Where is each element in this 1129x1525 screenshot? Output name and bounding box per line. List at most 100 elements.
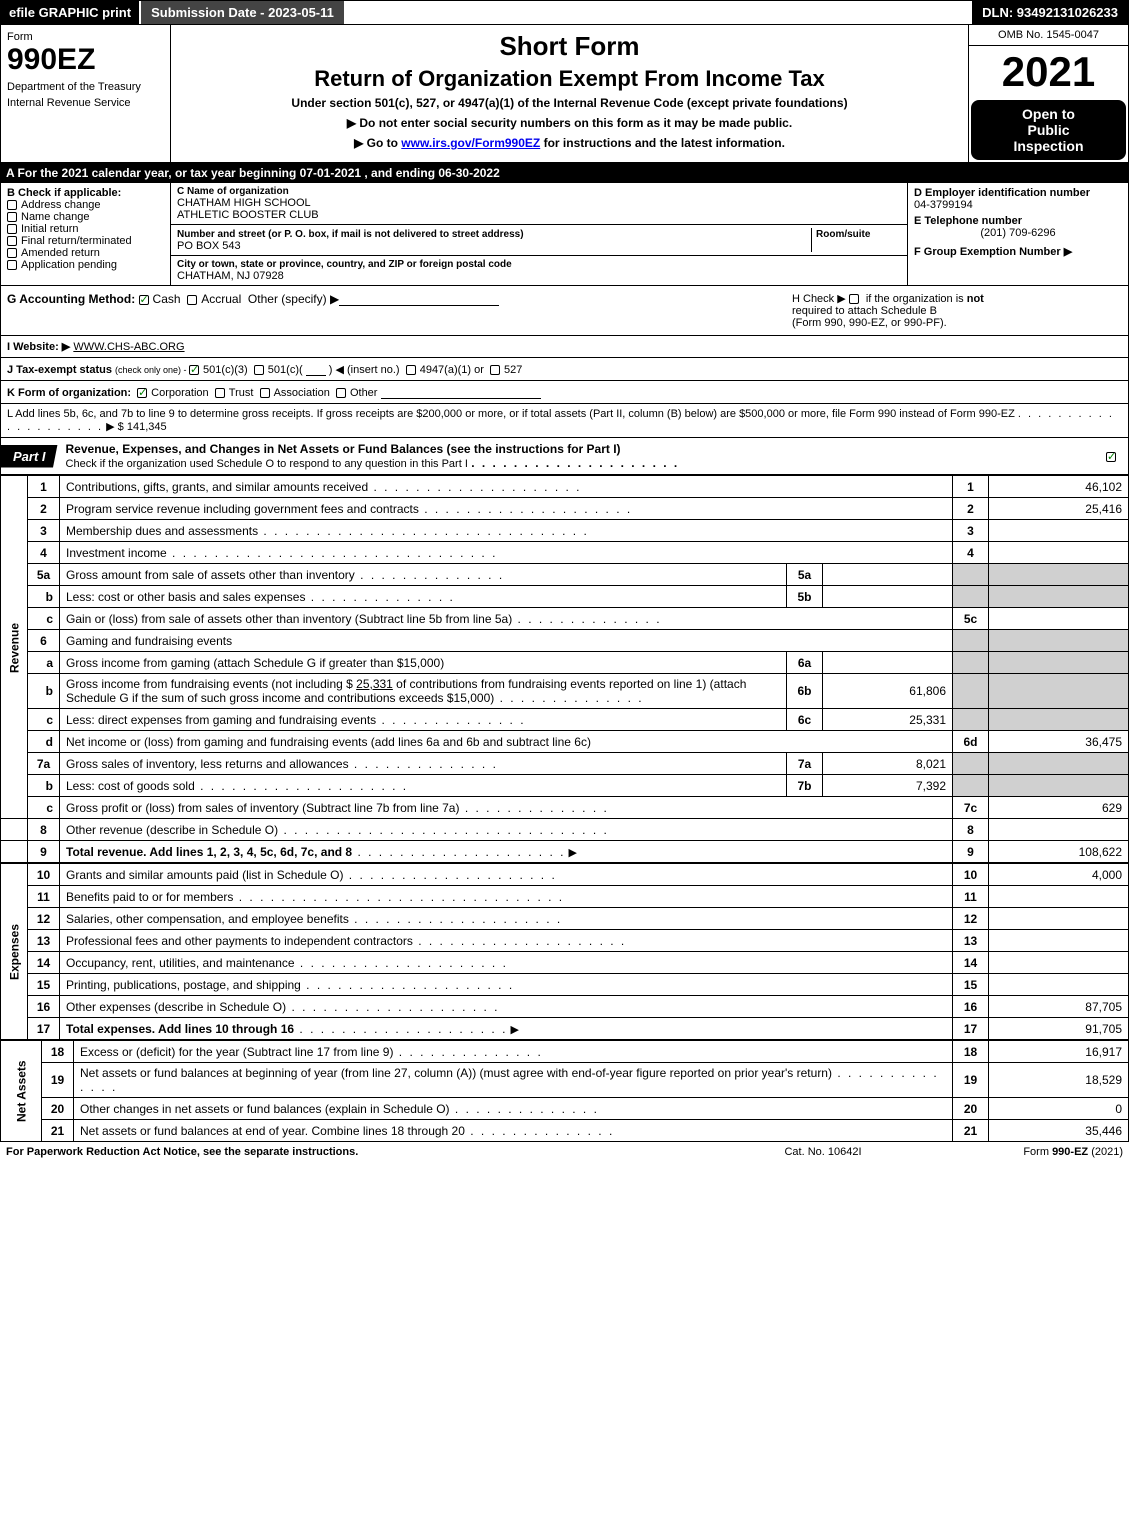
line-num: 16 [28,996,60,1018]
dept-treasury: Department of the Treasury [7,81,164,93]
line-12: 12 Salaries, other compensation, and emp… [1,908,1129,930]
omb-number: OMB No. 1545-0047 [969,25,1128,46]
part1-check [1098,445,1128,467]
line-7c: c Gross profit or (loss) from sales of i… [1,797,1129,819]
row-g: G Accounting Method: Cash Accrual Other … [7,292,792,329]
expenses-table: Expenses 10 Grants and similar amounts p… [0,863,1129,1040]
line-num: 3 [28,520,60,542]
line-num: 12 [28,908,60,930]
line-19: 19 Net assets or fund balances at beginn… [1,1063,1129,1098]
footer-center: Cat. No. 10642I [723,1146,923,1158]
row-i: I Website: ▶ WWW.CHS-ABC.ORG [0,336,1129,358]
g-other: Other (specify) ▶ [248,292,339,306]
part1-title: Revenue, Expenses, and Changes in Net As… [58,438,1098,474]
checkbox-icon[interactable] [7,200,17,210]
line-10: Expenses 10 Grants and similar amounts p… [1,864,1129,886]
line-desc: Other expenses (describe in Schedule O) [60,996,953,1018]
vlabel-expenses: Expenses [1,864,28,1040]
checkbox-accrual[interactable] [187,295,197,305]
line-5a: 5a Gross amount from sale of assets othe… [1,564,1129,586]
checkbox-h[interactable] [849,294,859,304]
checkbox-icon[interactable] [7,212,17,222]
j-501c-post: ) ◀ (insert no.) [326,364,400,376]
k-trust: Trust [229,387,254,399]
mid-value: 7,392 [823,775,953,797]
c-address: Number and street (or P. O. box, if mail… [171,225,907,256]
checkbox-schedule-o[interactable] [1106,452,1116,462]
box-b: B Check if applicable: Address change Na… [1,183,171,285]
line-desc: Less: cost of goods sold [60,775,787,797]
line-num: b [28,586,60,608]
line-box: 8 [953,819,989,841]
mid-value: 25,331 [823,709,953,731]
line-amt: 91,705 [989,1018,1129,1040]
g-other-field[interactable] [339,292,499,306]
line-1: Revenue 1 Contributions, gifts, grants, … [1,476,1129,498]
k-label: K Form of organization: [7,387,131,399]
checkbox-corp[interactable] [137,388,147,398]
checkbox-501c[interactable] [254,365,264,375]
line-7b: b Less: cost of goods sold 7b 7,392 [1,775,1129,797]
line-amt: 46,102 [989,476,1129,498]
chk-label: Initial return [21,223,78,235]
line-7a: 7a Gross sales of inventory, less return… [1,753,1129,775]
mid-label: 7b [787,775,823,797]
ein-label: D Employer identification number [914,187,1122,199]
line-6d: d Net income or (loss) from gaming and f… [1,731,1129,753]
line-5c: c Gain or (loss) from sale of assets oth… [1,608,1129,630]
checkbox-icon[interactable] [7,260,17,270]
part1-header: Part I Revenue, Expenses, and Changes in… [0,438,1129,475]
line-box: 21 [953,1120,989,1142]
checkbox-cash[interactable] [139,295,149,305]
line-14: 14 Occupancy, rent, utilities, and maint… [1,952,1129,974]
checkbox-trust[interactable] [215,388,225,398]
checkbox-501c3[interactable] [189,365,199,375]
open-line1: Open to [977,106,1120,122]
line-box: 4 [953,542,989,564]
checkbox-icon[interactable] [7,236,17,246]
h-line2: required to attach Schedule B [792,305,1122,317]
checkbox-icon[interactable] [7,224,17,234]
line-amt: 16,917 [989,1041,1129,1063]
irs-link[interactable]: www.irs.gov/Form990EZ [401,136,540,150]
line-8: 8 Other revenue (describe in Schedule O)… [1,819,1129,841]
line-box: 1 [953,476,989,498]
box-c: C Name of organization CHATHAM HIGH SCHO… [171,183,908,285]
checkbox-assoc[interactable] [260,388,270,398]
checkbox-other[interactable] [336,388,346,398]
line-6: 6 Gaming and fundraising events [1,630,1129,652]
grey-cell [989,674,1129,709]
grey-cell [953,674,989,709]
chk-label: Final return/terminated [21,235,132,247]
h-line3: (Form 990, 990-EZ, or 990-PF). [792,317,1122,329]
line-num: 13 [28,930,60,952]
line-desc: Gaming and fundraising events [60,630,953,652]
checkbox-527[interactable] [490,365,500,375]
grey-cell [953,753,989,775]
chk-final-return: Final return/terminated [7,235,164,247]
room-suite-label: Room/suite [816,229,870,240]
line-amt: 629 [989,797,1129,819]
website-value[interactable]: WWW.CHS-ABC.ORG [73,341,184,353]
spacer [1,841,28,863]
grey-cell [989,564,1129,586]
tel-label: E Telephone number [914,215,1122,227]
line-num: 2 [28,498,60,520]
line-amt [989,520,1129,542]
k-other-field[interactable] [381,385,541,399]
line-num: 9 [28,841,60,863]
j-501c-insert[interactable] [306,362,326,376]
line-num: 6 [28,630,60,652]
j-501c-pre: 501(c)( [268,364,306,376]
netassets-table: Net Assets 18 Excess or (deficit) for th… [0,1040,1129,1142]
grey-cell [989,652,1129,674]
line-desc: Total revenue. Add lines 1, 2, 3, 4, 5c,… [60,841,953,863]
line-amt: 108,622 [989,841,1129,863]
checkbox-4947[interactable] [406,365,416,375]
h-not: not [967,293,984,305]
checkbox-icon[interactable] [7,248,17,258]
line-num: 18 [42,1041,74,1063]
h-post: if the organization is [863,293,967,305]
mid-value: 8,021 [823,753,953,775]
ein-value: 04-3799194 [914,199,1122,211]
